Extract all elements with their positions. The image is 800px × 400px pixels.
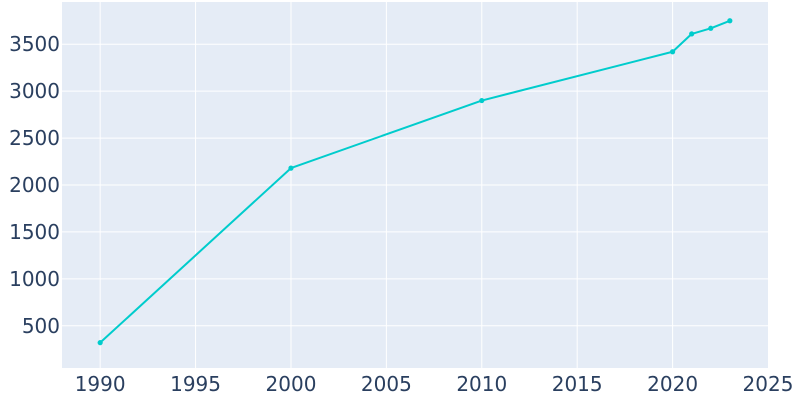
data-point	[288, 165, 294, 171]
y-tick-label: 3500	[9, 32, 60, 56]
data-point	[669, 49, 676, 55]
x-tick-label: 2000	[266, 372, 317, 396]
x-tick-label: 2010	[456, 372, 507, 396]
data-point	[727, 18, 733, 24]
y-tick-label: 2000	[9, 173, 60, 197]
x-tick-label: 2020	[647, 372, 698, 396]
x-tick-label: 1990	[75, 372, 126, 396]
y-axis-tick-labels: 500 1000 1500 2000 2500 3000 3500	[9, 32, 60, 338]
x-axis-tick-labels: 1990 1995 2000 2005 2010 2015 2020 2025	[75, 372, 794, 396]
series-group	[97, 18, 733, 346]
y-tick-label: 3000	[9, 79, 60, 103]
y-tick-label: 1000	[9, 267, 60, 291]
data-point	[479, 97, 485, 104]
data-point	[97, 340, 103, 346]
y-tick-label: 500	[22, 314, 60, 338]
x-tick-label: 1995	[170, 372, 221, 396]
x-tick-label: 2015	[552, 372, 603, 396]
y-tick-label: 2500	[9, 126, 60, 150]
y-gridlines	[62, 43, 768, 327]
x-tick-label: 2005	[361, 372, 412, 396]
x-tick-label: 2025	[743, 372, 794, 396]
data-point	[689, 31, 695, 37]
y-tick-label: 1500	[9, 220, 60, 244]
data-point	[708, 25, 714, 31]
